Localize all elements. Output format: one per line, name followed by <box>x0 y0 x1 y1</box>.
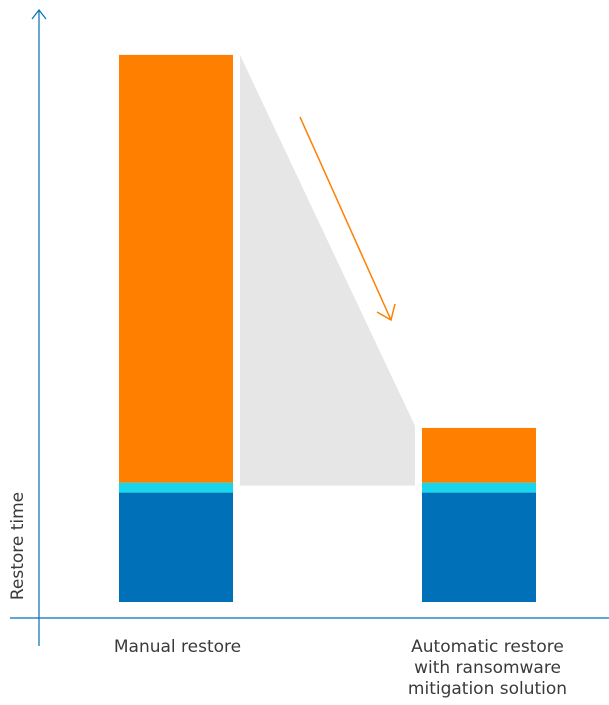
reduction-wedge <box>240 54 415 486</box>
bar-segment-1-0 <box>422 492 536 602</box>
y-axis-arrowhead <box>31 9 47 20</box>
category-label-manual-restore: Manual restore <box>113 637 242 657</box>
y-axis-label: Restore time <box>8 491 28 601</box>
reduction-arrowhead <box>376 303 396 322</box>
bar-segment-0-2 <box>119 54 233 483</box>
bar-segment-0-1 <box>119 482 233 493</box>
category-label-automatic-restore: Automatic restore with ransomware mitiga… <box>407 637 568 699</box>
bar-segment-1-1 <box>422 482 536 493</box>
bar-segment-0-0 <box>119 492 233 602</box>
bar-segment-1-2 <box>422 427 536 483</box>
reduction-arrow-line <box>299 116 392 321</box>
